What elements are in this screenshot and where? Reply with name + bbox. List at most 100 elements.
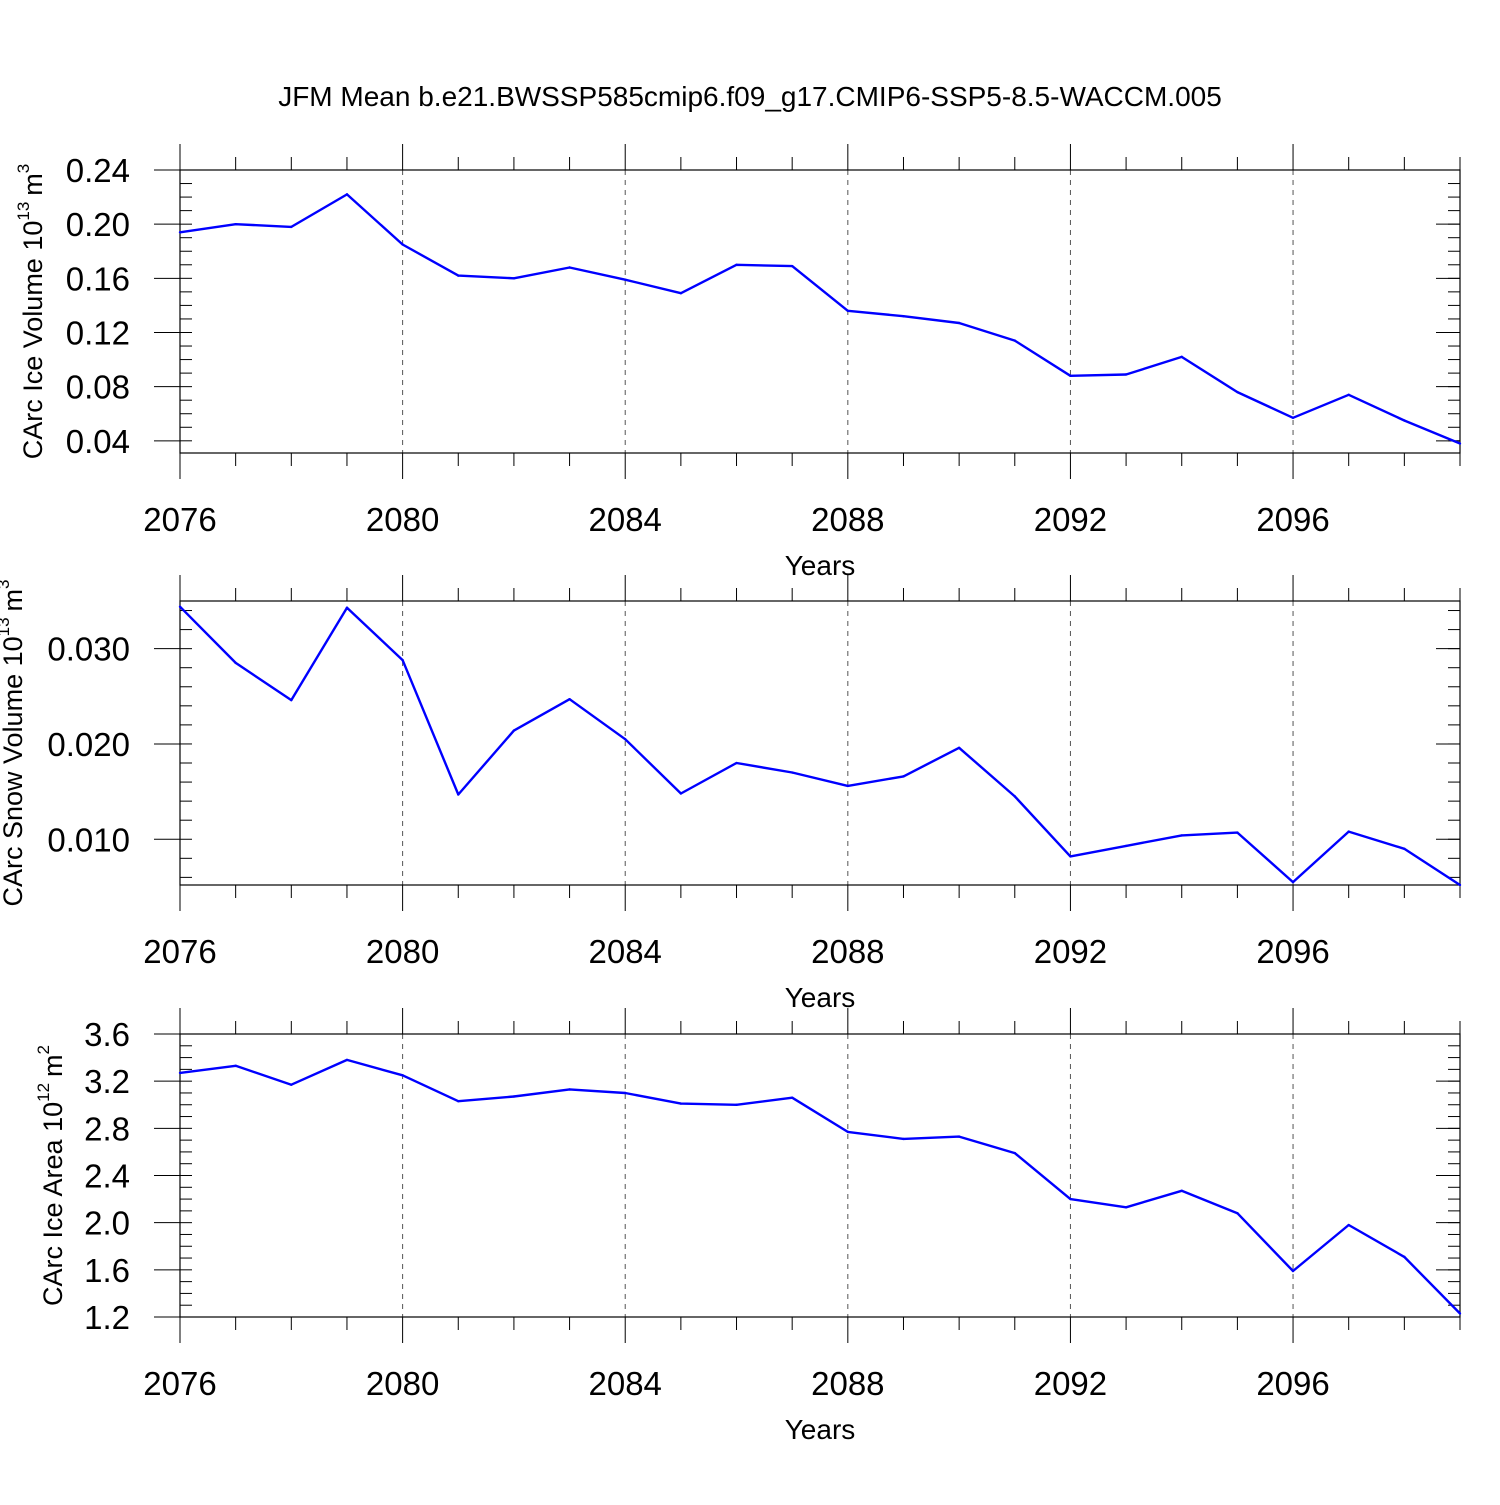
data-point [1236,1212,1239,1215]
data-point [1013,795,1016,798]
y-tick-label: 3.2 [84,1063,130,1100]
y-tick-label: 0.16 [66,260,130,297]
data-point [290,1083,293,1086]
y-axis-label-unit: m [38,1054,68,1077]
data-point [1124,844,1128,848]
x-tick-label: 2088 [811,933,884,970]
data-point [1403,1255,1406,1259]
data-point [846,1130,850,1134]
data-point [1069,374,1072,378]
x-tick-label: 2088 [811,501,884,538]
data-point [1069,855,1072,858]
data-point [1403,419,1406,422]
data-point [735,1103,738,1106]
data-point [957,321,961,325]
data-point [1291,1269,1295,1273]
figure-title: JFM Mean b.e21.BWSSP585cmip6.f09_g17.CMI… [278,81,1222,112]
y-axis-label-exponent: 12 [34,1083,53,1102]
y-axis-label-unit: m [0,589,28,612]
data-point [624,1091,627,1095]
chart-panel-2: 2076 2080 2084 2088 2092 2096 Years 0.010 0.020 0… [0,575,1462,1013]
data-point [1291,416,1295,419]
data-point [902,775,905,778]
data-point [679,292,683,295]
x-tick-label: 2084 [589,933,662,970]
data-point [1458,883,1462,887]
plot-frame [179,1033,1461,1318]
data-point [345,193,349,196]
data-point [457,274,460,277]
data-point [1180,834,1183,837]
data-point [234,1064,237,1068]
data-point [178,1071,182,1075]
data-point [1124,373,1128,376]
data-point [790,264,794,268]
y-axis-label-main: CArc Ice Volume 10 [18,221,48,460]
series-line [179,193,1461,445]
data-point [679,792,683,795]
y-axis-label: CArc Snow Volume 1013 m3 [0,579,28,906]
data-point [401,243,404,246]
y-tick-label: 0.020 [47,726,130,763]
data-point [1347,830,1350,833]
plot-frame [179,169,1461,454]
data-point [401,658,404,662]
y-axis-label-unit-exponent: 3 [0,579,13,588]
x-tick-label: 2076 [143,933,216,970]
data-point [1458,1312,1462,1315]
y-tick-label: 1.6 [84,1252,130,1289]
y-tick-label: 2.0 [84,1205,130,1242]
data-point [512,729,516,732]
data-point [568,266,571,269]
series-line [179,605,1461,887]
data-point [1124,1206,1128,1209]
data-point [457,1100,460,1103]
y-axis-label-unit-exponent: 3 [14,164,33,173]
y-tick-label: 0.24 [66,152,130,189]
x-tick-label: 2096 [1256,501,1329,538]
data-point [846,784,850,788]
data-point [902,315,905,318]
x-tick-label: 2076 [143,501,216,538]
x-tick-label: 2084 [589,501,662,538]
data-point [345,606,349,609]
y-tick-label: 0.20 [66,206,130,243]
y-tick-label: 2.4 [84,1158,130,1195]
data-point [735,263,738,266]
x-tick-label: 2092 [1034,501,1107,538]
x-tick-label: 2084 [589,1365,662,1402]
data-point [234,661,237,665]
data-point [1291,880,1295,884]
data-point [1180,1189,1183,1193]
x-tick-label: 2080 [366,933,439,970]
data-point [345,1058,349,1062]
data-point [1403,847,1406,850]
data-point [1236,831,1239,834]
data-point [1069,1197,1072,1201]
data-point [624,278,627,281]
y-tick-label: 0.010 [47,821,130,858]
y-axis-label-unit: m [18,173,48,196]
data-point [624,737,627,741]
y-axis-label: CArc Ice Area 1012 m2 [34,1045,68,1306]
data-point [1458,442,1462,445]
data-point [846,309,850,313]
data-point [401,1074,404,1077]
x-tick-label: 2092 [1034,1365,1107,1402]
x-axis-label: Years [785,1414,856,1445]
y-axis-label-unit-exponent: 2 [34,1045,53,1054]
data-point [957,1135,961,1138]
plot-frame [179,600,1461,886]
data-point [679,1102,683,1105]
data-point [1180,355,1183,359]
chart-panel-3: 2076 2080 2084 2088 2092 2096 Years 1.2 1.6 2.0 2.… [34,1008,1462,1445]
y-axis-label: CArc Ice Volume 1013 m3 [14,164,48,460]
data-point [1347,393,1350,396]
x-tick-label: 2080 [366,1365,439,1402]
y-tick-label: 0.04 [66,423,130,460]
x-axis-label: Years [785,982,856,1013]
data-point [1347,1223,1350,1227]
data-point [512,277,516,280]
y-tick-label: 1.2 [84,1299,130,1336]
